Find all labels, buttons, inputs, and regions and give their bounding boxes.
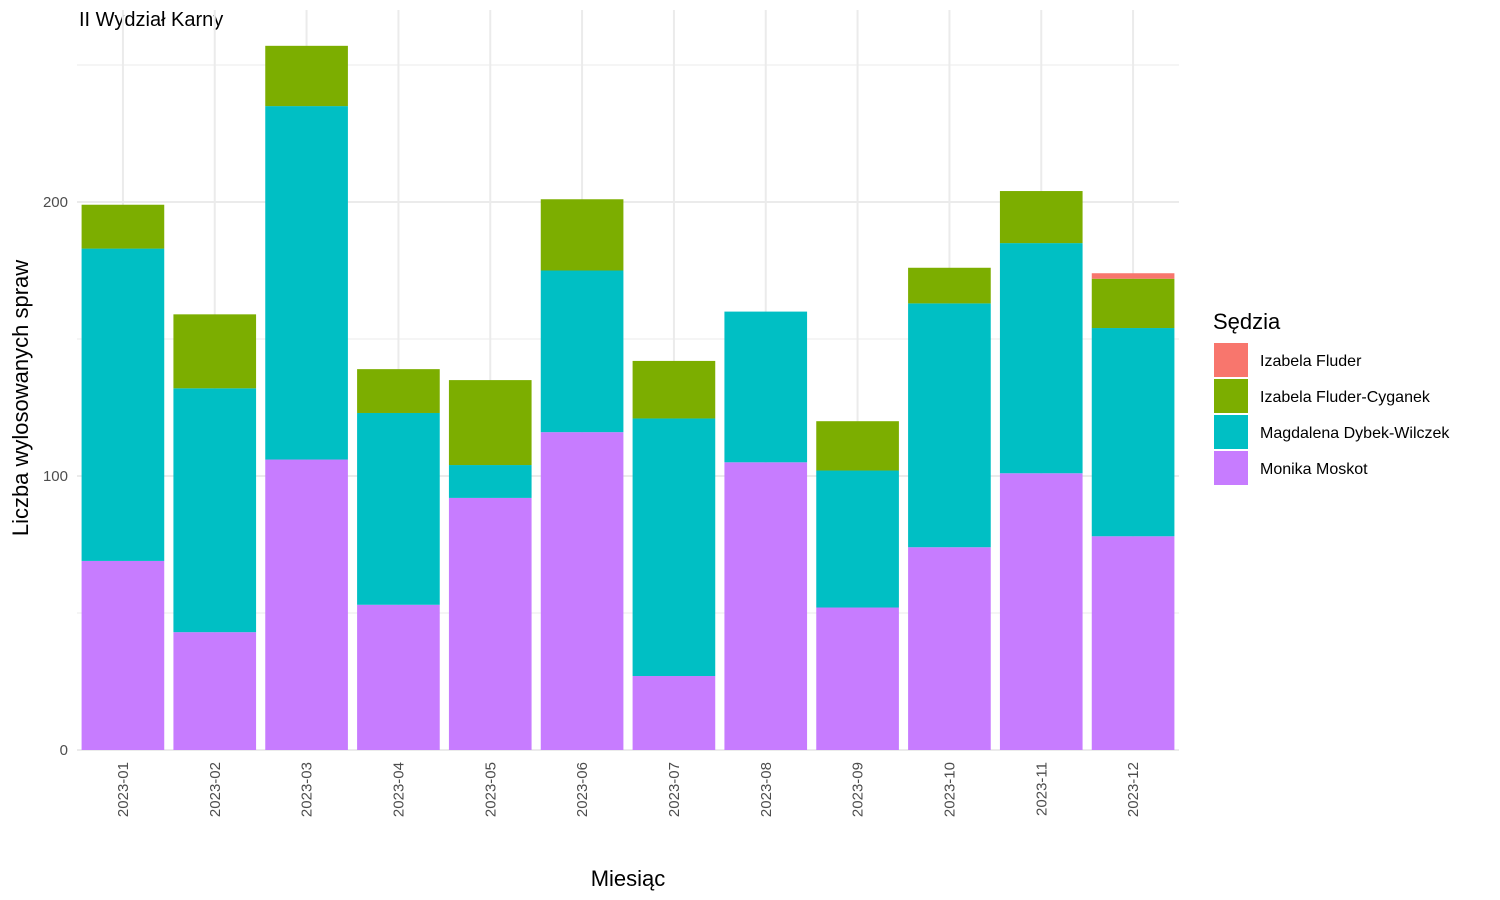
bar-segment (816, 421, 899, 471)
x-tick-label: 2023-11 (1033, 762, 1050, 816)
bar-segment (999, 473, 1083, 750)
legend-label: Izabela Fluder-Cyganek (1260, 389, 1431, 406)
x-tick-label: 2023-06 (574, 762, 591, 817)
y-axis-title: Liczba wylosowanych spraw (8, 260, 33, 536)
x-tick-label: 2023-12 (1125, 762, 1142, 817)
y-tick-label: 0 (60, 742, 68, 759)
y-tick-label: 200 (43, 194, 68, 211)
x-tick-label: 2023-01 (115, 762, 132, 817)
x-axis-title: Miesiąc (591, 866, 666, 891)
bar-segment (540, 270, 624, 433)
legend-swatch (1214, 343, 1248, 377)
legend-swatch (1214, 379, 1248, 413)
bar-segment (540, 199, 624, 271)
bar-segment (173, 388, 257, 633)
bars (81, 45, 1175, 750)
bar-segment (724, 311, 808, 463)
bar-segment (357, 369, 440, 413)
bar-segment (908, 303, 991, 548)
legend: Sędzia Izabela Fluder Izabela Fluder-Cyga… (1213, 309, 1450, 485)
bar-segment (1091, 328, 1175, 537)
y-axis-ticks: 0 100 200 (43, 194, 68, 759)
bar-segment (357, 412, 440, 605)
bar-segment (357, 604, 440, 750)
x-tick-label: 2023-08 (758, 762, 775, 817)
bar-segment (265, 45, 348, 107)
bar-segment (448, 380, 532, 466)
bar-segment (265, 459, 348, 750)
x-tick-label: 2023-09 (850, 762, 867, 817)
x-tick-label: 2023-02 (207, 762, 224, 817)
legend-items: Izabela Fluder Izabela Fluder-Cyganek Magd… (1214, 343, 1450, 485)
bar-segment (81, 248, 165, 561)
bar-segment (448, 465, 532, 498)
bar-segment (632, 418, 716, 677)
legend-swatch (1214, 451, 1248, 485)
bar-segment (173, 314, 257, 389)
bar-segment (999, 191, 1083, 244)
bar-segment (1091, 278, 1175, 329)
bar-segment (448, 497, 532, 750)
bar-segment (540, 432, 624, 750)
bar-segment (173, 632, 257, 750)
bar-segment (632, 676, 716, 750)
chart-title: II Wydział Karny (79, 9, 223, 31)
bar-segment (816, 470, 899, 608)
bar-segment (908, 547, 991, 750)
bar-segment (632, 360, 716, 419)
bar-segment (1091, 536, 1175, 750)
x-tick-label: 2023-05 (482, 762, 499, 817)
y-tick-label: 100 (43, 468, 68, 485)
bar-segment (908, 267, 991, 304)
legend-label: Monika Moskot (1260, 461, 1368, 478)
bar-segment (265, 106, 348, 460)
x-tick-label: 2023-03 (299, 762, 316, 817)
legend-label: Izabela Fluder (1260, 353, 1362, 370)
legend-swatch (1214, 415, 1248, 449)
bar-segment (81, 204, 165, 249)
bar-segment (81, 560, 165, 750)
x-tick-label: 2023-07 (666, 762, 683, 817)
bar-segment (724, 462, 808, 750)
legend-title: Sędzia (1213, 309, 1281, 334)
bar-segment (1091, 273, 1175, 279)
x-tick-label: 2023-10 (941, 762, 958, 817)
bar-segment (816, 607, 899, 750)
bar-segment (999, 243, 1083, 474)
x-axis-ticks: 2023-01 2023-02 2023-03 2023-04 2023-05 2023-… (115, 762, 1142, 817)
x-tick-label: 2023-04 (390, 762, 407, 817)
legend-label: Magdalena Dybek-Wilczek (1260, 425, 1450, 442)
